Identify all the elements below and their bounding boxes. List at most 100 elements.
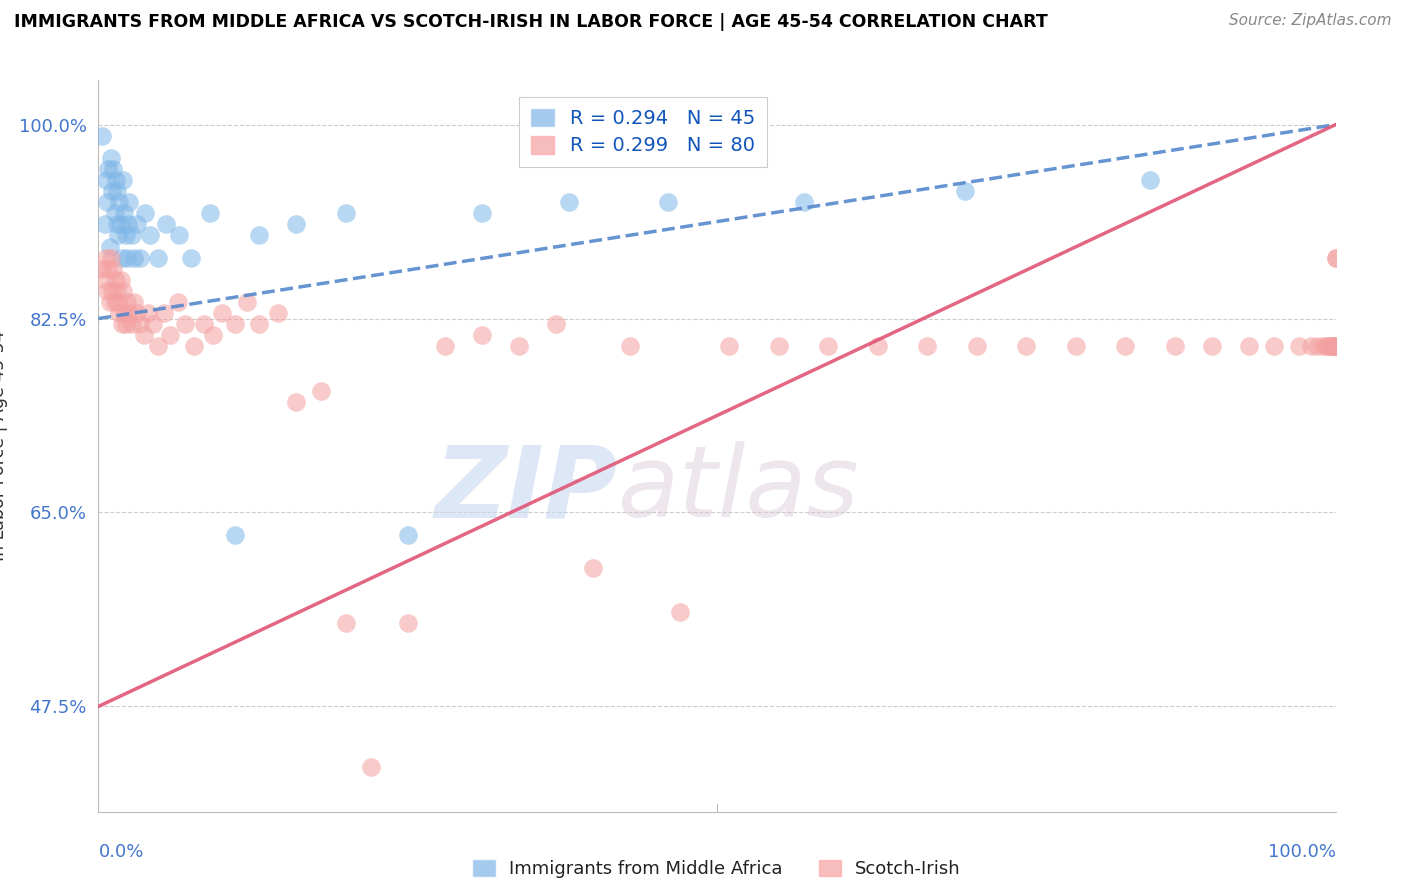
Point (108, 195, 131, 210)
Point (94, 173, 117, 187)
Point (100, 251, 122, 265)
Point (1312, 339, 1334, 353)
Point (104, 273, 127, 287)
Point (155, 218, 177, 232)
Point (193, 317, 215, 331)
Point (100, 151, 122, 165)
Point (866, 339, 889, 353)
Y-axis label: In Labor Force | Age 45-54: In Labor Force | Age 45-54 (0, 331, 7, 561)
Point (142, 317, 165, 331)
Text: Source: ZipAtlas.com: Source: ZipAtlas.com (1229, 13, 1392, 29)
Point (115, 251, 138, 265)
Point (1064, 339, 1087, 353)
Point (101, 184, 124, 198)
Point (124, 294, 146, 309)
Point (97, 161, 120, 176)
Point (103, 261, 125, 276)
Point (335, 206, 357, 220)
Point (180, 251, 202, 265)
Point (396, 616, 419, 631)
Point (129, 251, 152, 265)
Point (111, 317, 134, 331)
Point (112, 206, 135, 220)
Point (96, 195, 118, 210)
Point (117, 218, 139, 232)
Point (202, 328, 225, 343)
Point (557, 195, 579, 210)
Point (211, 306, 233, 320)
Point (1164, 339, 1187, 353)
Point (114, 228, 136, 243)
Point (118, 195, 141, 210)
Point (224, 527, 246, 541)
Point (657, 195, 679, 210)
Point (360, 760, 382, 774)
Point (107, 228, 129, 243)
Point (1315, 339, 1337, 353)
Point (1324, 339, 1347, 353)
Point (1323, 339, 1346, 353)
Point (125, 218, 148, 232)
Point (335, 616, 357, 631)
Text: 0.0%: 0.0% (98, 843, 143, 861)
Point (167, 228, 190, 243)
Text: atlas: atlas (619, 442, 859, 539)
Point (105, 284, 128, 298)
Point (103, 161, 125, 176)
Point (1201, 339, 1223, 353)
Point (1263, 339, 1285, 353)
Point (139, 228, 162, 243)
Point (247, 317, 270, 331)
Point (1299, 339, 1322, 353)
Point (166, 294, 188, 309)
Point (508, 339, 530, 353)
Point (236, 294, 259, 309)
Point (98, 239, 121, 253)
Point (114, 317, 136, 331)
Point (115, 294, 138, 309)
Point (793, 195, 815, 210)
Point (433, 339, 456, 353)
Point (159, 328, 181, 343)
Point (107, 294, 129, 309)
Point (91, 261, 114, 276)
Point (1324, 339, 1347, 353)
Point (309, 384, 332, 398)
Point (953, 184, 976, 198)
Point (98, 294, 121, 309)
Point (471, 328, 494, 343)
Point (103, 294, 125, 309)
Point (917, 339, 939, 353)
Point (125, 306, 148, 320)
Point (718, 339, 741, 353)
Text: 100.0%: 100.0% (1268, 843, 1336, 861)
Point (1237, 339, 1260, 353)
Point (471, 206, 494, 220)
Point (112, 284, 135, 298)
Point (224, 317, 246, 331)
Point (174, 317, 197, 331)
Point (1324, 251, 1347, 265)
Point (110, 273, 132, 287)
Point (768, 339, 790, 353)
Point (146, 251, 169, 265)
Point (94, 251, 117, 265)
Point (121, 317, 143, 331)
Point (103, 206, 125, 220)
Point (129, 317, 152, 331)
Point (101, 284, 124, 298)
Point (1306, 339, 1329, 353)
Point (183, 339, 205, 353)
Point (817, 339, 839, 353)
Text: ZIP: ZIP (434, 442, 619, 539)
Point (105, 218, 128, 232)
Text: IMMIGRANTS FROM MIDDLE AFRICA VS SCOTCH-IRISH IN LABOR FORCE | AGE 45-54 CORRELA: IMMIGRANTS FROM MIDDLE AFRICA VS SCOTCH-… (14, 13, 1047, 31)
Point (285, 394, 308, 409)
Point (118, 306, 141, 320)
Point (93, 273, 115, 287)
Point (112, 173, 135, 187)
Point (1015, 339, 1038, 353)
Point (105, 184, 128, 198)
Point (121, 228, 143, 243)
Point (153, 306, 176, 320)
